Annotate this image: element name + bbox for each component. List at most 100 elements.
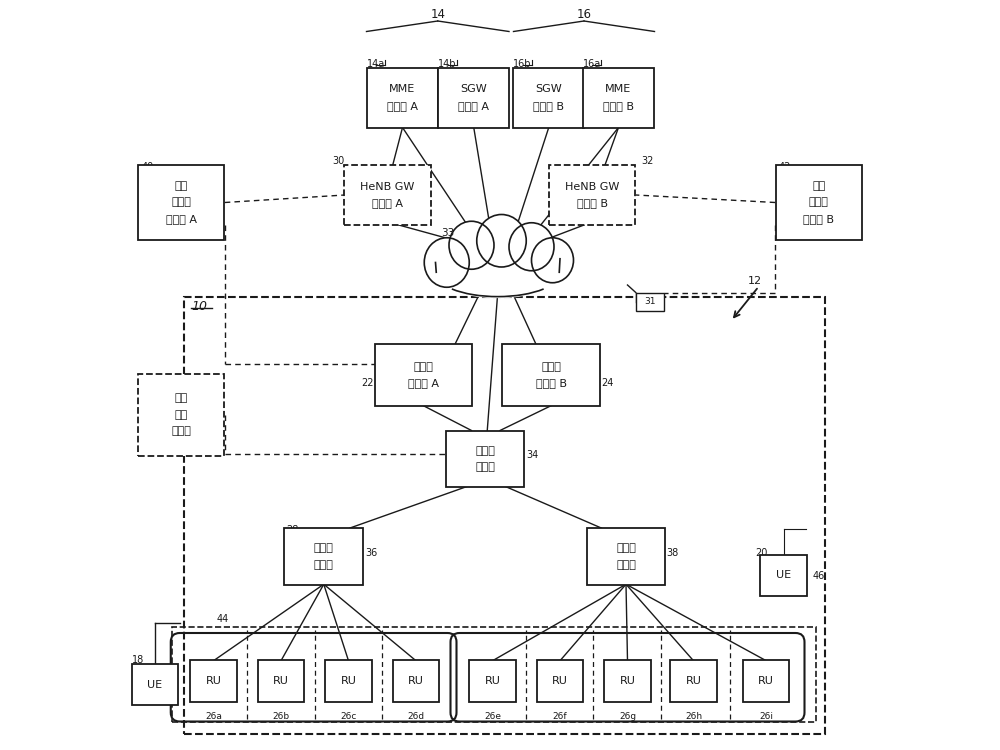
FancyBboxPatch shape	[393, 661, 439, 702]
Text: SGW: SGW	[460, 84, 487, 94]
Text: 服务: 服务	[812, 181, 825, 191]
Text: 运营商 A: 运营商 A	[458, 100, 489, 111]
Text: 33: 33	[441, 227, 454, 238]
Text: 12: 12	[748, 275, 762, 286]
Text: 20: 20	[755, 548, 767, 558]
Ellipse shape	[434, 249, 562, 298]
Text: 以太网: 以太网	[616, 543, 636, 554]
Text: 交换机: 交换机	[475, 462, 495, 472]
Text: 运营商 A: 运营商 A	[387, 100, 418, 111]
Text: UE: UE	[776, 570, 791, 580]
Text: 运营商 B: 运营商 B	[577, 198, 608, 208]
Text: RU: RU	[206, 676, 221, 686]
Text: 控制器: 控制器	[541, 362, 561, 372]
Ellipse shape	[424, 238, 469, 287]
FancyBboxPatch shape	[502, 344, 600, 406]
Text: RU: RU	[273, 676, 289, 686]
Text: MME: MME	[389, 84, 416, 94]
Text: RU: RU	[485, 676, 500, 686]
Text: 40: 40	[141, 161, 154, 172]
Text: 44: 44	[216, 614, 229, 624]
Text: 设施: 设施	[175, 393, 188, 404]
FancyBboxPatch shape	[284, 528, 363, 585]
Text: HeNB GW: HeNB GW	[565, 182, 619, 192]
FancyBboxPatch shape	[132, 664, 178, 705]
Text: 16: 16	[576, 8, 592, 22]
Text: 38: 38	[666, 548, 679, 559]
Text: 26f: 26f	[553, 712, 567, 722]
Text: 服务: 服务	[175, 410, 188, 420]
Text: 26g: 26g	[619, 712, 636, 722]
Text: 管理器: 管理器	[171, 197, 191, 208]
Text: 以太网: 以太网	[314, 543, 334, 554]
FancyBboxPatch shape	[604, 661, 651, 702]
Text: 控制器: 控制器	[414, 362, 433, 372]
Text: RU: RU	[341, 676, 356, 686]
FancyBboxPatch shape	[469, 661, 516, 702]
Text: 34: 34	[526, 450, 538, 460]
Text: 26d: 26d	[407, 712, 425, 722]
FancyBboxPatch shape	[367, 68, 438, 128]
Text: 14a: 14a	[367, 58, 385, 69]
Text: 32: 32	[642, 156, 654, 166]
Text: 运营商 A: 运营商 A	[372, 198, 403, 208]
Text: 管理器: 管理器	[171, 426, 191, 436]
Text: RU: RU	[552, 676, 568, 686]
Text: 运营商 B: 运营商 B	[603, 100, 634, 111]
FancyBboxPatch shape	[138, 374, 224, 456]
Text: 14: 14	[430, 8, 445, 22]
Text: 24: 24	[601, 377, 613, 388]
Text: 36: 36	[365, 548, 377, 559]
FancyBboxPatch shape	[375, 344, 472, 406]
FancyBboxPatch shape	[513, 68, 584, 128]
Text: 管理器: 管理器	[809, 197, 829, 208]
FancyBboxPatch shape	[258, 661, 304, 702]
Text: RU: RU	[758, 676, 774, 686]
Text: 以太网: 以太网	[475, 446, 495, 456]
Text: 18: 18	[132, 655, 145, 665]
Text: 22: 22	[361, 377, 374, 388]
Ellipse shape	[509, 223, 554, 271]
FancyBboxPatch shape	[446, 430, 524, 488]
Text: 30: 30	[333, 156, 345, 166]
FancyBboxPatch shape	[636, 292, 664, 310]
FancyBboxPatch shape	[325, 661, 372, 702]
Ellipse shape	[436, 247, 560, 298]
Text: 运营商 B: 运营商 B	[803, 214, 834, 224]
Ellipse shape	[532, 238, 574, 283]
FancyBboxPatch shape	[743, 661, 789, 702]
FancyBboxPatch shape	[760, 555, 807, 596]
FancyBboxPatch shape	[190, 661, 237, 702]
Text: HeNB GW: HeNB GW	[360, 182, 415, 192]
Text: 14b: 14b	[438, 58, 457, 69]
Text: RU: RU	[620, 676, 635, 686]
Text: 31: 31	[644, 297, 656, 306]
FancyBboxPatch shape	[549, 165, 635, 225]
Text: 服务: 服务	[175, 181, 188, 191]
Text: 运营商 A: 运营商 A	[408, 378, 439, 388]
Text: MME: MME	[605, 84, 632, 94]
Text: 46: 46	[813, 571, 825, 581]
Text: 交换机: 交换机	[314, 560, 334, 570]
Text: RU: RU	[686, 676, 701, 686]
Ellipse shape	[477, 214, 526, 267]
Text: 26c: 26c	[340, 712, 357, 722]
Text: 28: 28	[286, 525, 298, 536]
Text: 26e: 26e	[484, 712, 501, 722]
FancyBboxPatch shape	[537, 661, 583, 702]
Text: RU: RU	[408, 676, 424, 686]
FancyBboxPatch shape	[587, 528, 665, 585]
FancyBboxPatch shape	[583, 68, 654, 128]
FancyBboxPatch shape	[776, 165, 862, 240]
Text: 运营商 B: 运营商 B	[533, 100, 564, 111]
Text: SGW: SGW	[535, 84, 562, 94]
Text: 16b: 16b	[513, 58, 532, 69]
Text: 42: 42	[779, 161, 791, 172]
FancyBboxPatch shape	[344, 165, 431, 225]
FancyBboxPatch shape	[670, 661, 717, 702]
Text: 26h: 26h	[685, 712, 702, 722]
Text: 26a: 26a	[205, 712, 222, 722]
Text: UE: UE	[147, 680, 163, 690]
Text: 16a: 16a	[583, 58, 601, 69]
FancyBboxPatch shape	[138, 165, 224, 240]
